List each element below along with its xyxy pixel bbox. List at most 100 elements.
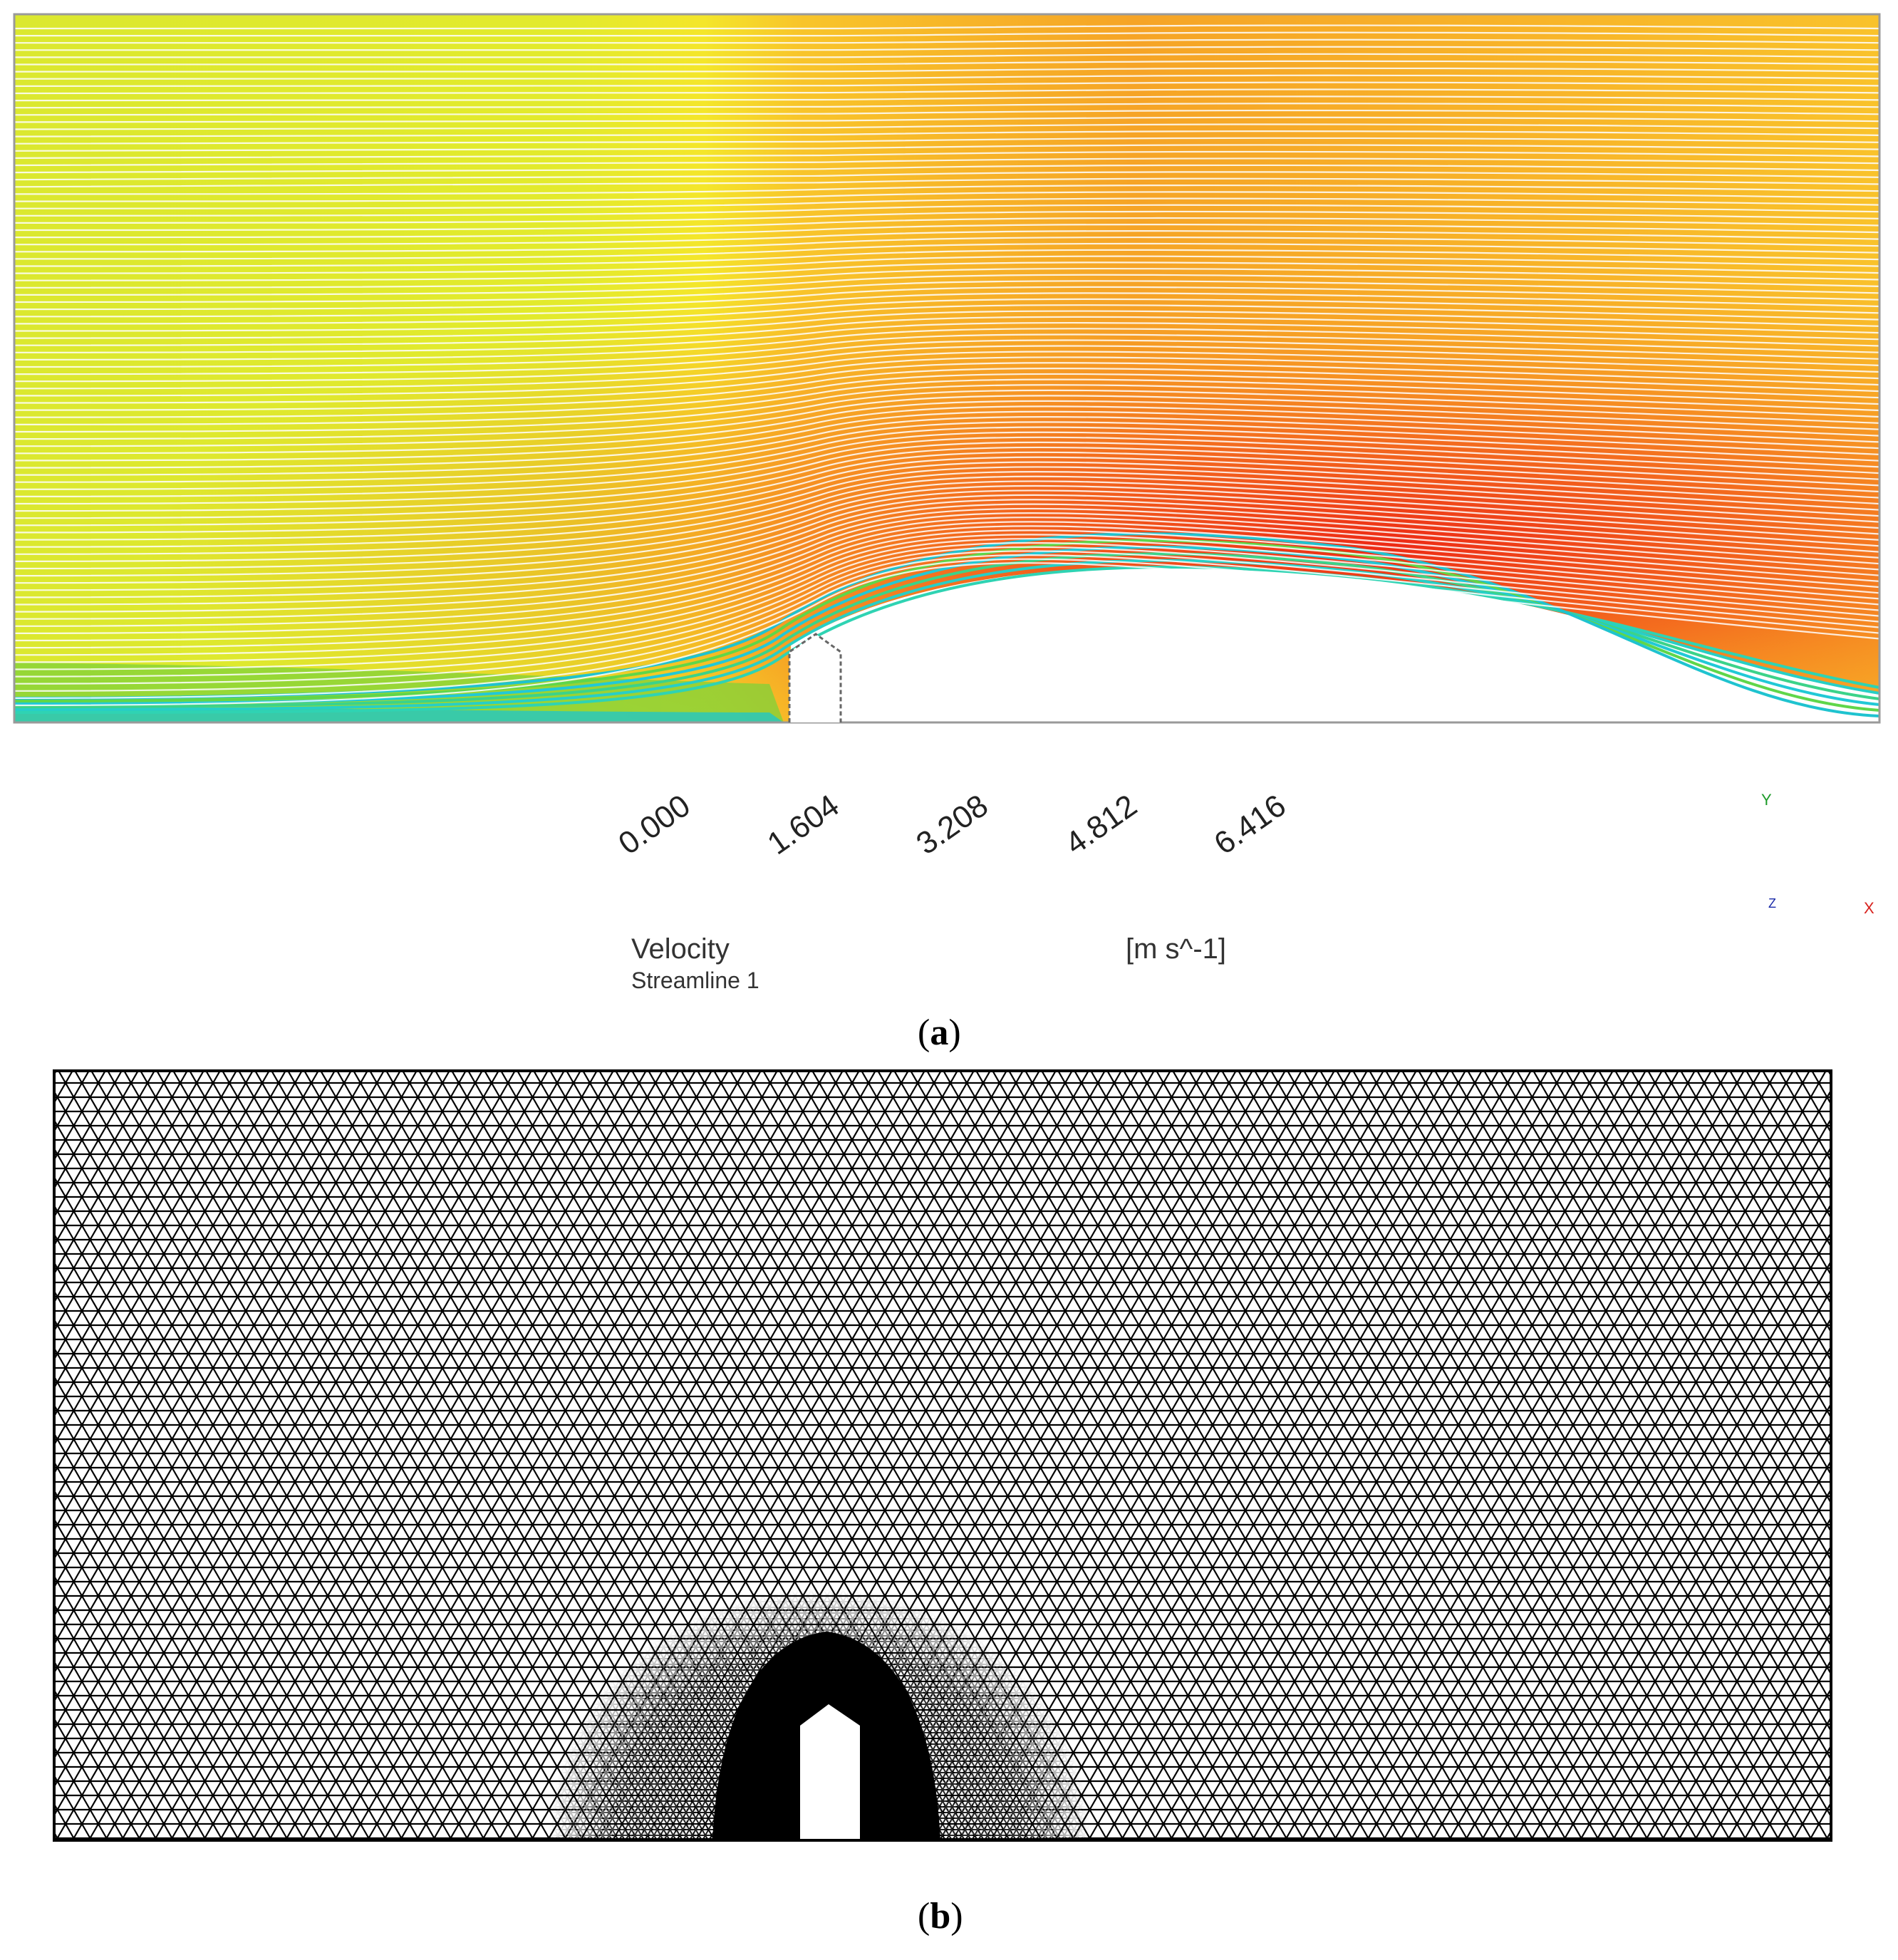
streamline (14, 130, 1879, 138)
wake-streamline (14, 559, 1879, 711)
streamline (14, 191, 1879, 202)
streamline (14, 431, 1879, 497)
mesh-border (53, 1069, 1832, 1842)
streamline (14, 562, 1879, 707)
wake-streamline (14, 532, 1879, 717)
streamline (14, 249, 1879, 267)
streamline (14, 541, 1879, 670)
streamline (14, 356, 1879, 397)
mesh-obstacle (800, 1704, 860, 1840)
flow-domain (14, 14, 1879, 722)
streamline (14, 333, 1879, 368)
streamline (14, 53, 1879, 58)
streamline (14, 494, 1879, 591)
streamline (14, 292, 1879, 318)
mesh-domain (54, 1071, 1831, 1840)
streamline (14, 298, 1879, 325)
streamline (14, 197, 1879, 209)
streamline (14, 362, 1879, 404)
streamline (14, 116, 1879, 123)
streamline (14, 230, 1879, 246)
streamline (14, 389, 1879, 440)
panel-a-letter: a (930, 1012, 949, 1053)
streamline (14, 426, 1879, 490)
streamline (14, 446, 1879, 519)
streamline (14, 95, 1879, 102)
streamline (14, 328, 1879, 361)
coarse-mesh (54, 1071, 1831, 1840)
wake-streamline (14, 552, 1879, 708)
streamline (14, 384, 1879, 433)
streamlines (14, 24, 1879, 707)
streamline (14, 321, 1879, 353)
streamline (14, 512, 1879, 620)
domain-border (13, 13, 1881, 724)
streamline (14, 210, 1879, 224)
streamline (14, 538, 1879, 663)
streamline (14, 310, 1879, 339)
streamline (14, 236, 1879, 253)
panel-a-caption: (a) (918, 1012, 961, 1053)
streamline (14, 67, 1879, 73)
streamline (14, 525, 1879, 642)
streamline (14, 529, 1879, 649)
streamline (14, 123, 1879, 130)
streamline (14, 400, 1879, 455)
streamline (14, 184, 1879, 195)
streamline (14, 261, 1879, 281)
legend-variable-label: Velocity (631, 933, 730, 965)
x-axis-label: X (1864, 899, 1874, 917)
wake-region (791, 566, 1879, 722)
streamline (14, 503, 1879, 606)
streamline (14, 255, 1879, 274)
streamline (14, 24, 1879, 30)
streamline (14, 280, 1879, 304)
streamline (14, 378, 1879, 425)
streamline (14, 368, 1879, 411)
streamline (14, 304, 1879, 332)
streamline (14, 456, 1879, 534)
legend-tick-1: 1.604 (761, 787, 846, 862)
streamline (14, 74, 1879, 80)
streamline (14, 436, 1879, 505)
streamline (14, 274, 1879, 296)
streamline (14, 517, 1879, 627)
streamline (14, 345, 1879, 383)
streamline (14, 475, 1879, 562)
streamline (14, 81, 1879, 87)
streamline (14, 395, 1879, 447)
streamline-plot (13, 13, 1881, 724)
dense-mesh-core (712, 1632, 940, 1840)
streamline (14, 521, 1879, 634)
refined-mesh (549, 1339, 1090, 1840)
legend-object-label: Streamline 1 (631, 968, 759, 993)
streamline (14, 224, 1879, 239)
streamline (14, 339, 1879, 375)
streamline (14, 461, 1879, 541)
streamline (14, 31, 1879, 37)
streamline (14, 489, 1879, 584)
streamline (14, 351, 1879, 390)
panel-b-letter: b (930, 1896, 951, 1936)
legend-tick-3: 4.812 (1059, 787, 1144, 862)
streamline (14, 466, 1879, 548)
streamline (14, 480, 1879, 570)
streamline (14, 242, 1879, 260)
streamline (14, 451, 1879, 527)
streamline (14, 546, 1879, 678)
streamline (14, 103, 1879, 109)
streamline (14, 554, 1879, 692)
legend-tick-4: 6.416 (1208, 787, 1292, 862)
panel-b-caption: (b) (918, 1896, 963, 1936)
streamline (14, 204, 1879, 217)
streamline (14, 441, 1879, 512)
streamline (14, 534, 1879, 656)
streamline (14, 88, 1879, 95)
streamline (14, 316, 1879, 346)
wake-streamline (14, 565, 1879, 714)
streamline (14, 507, 1879, 613)
y-axis-label: Y (1761, 791, 1772, 809)
streamline (14, 38, 1879, 44)
streamline (14, 471, 1879, 555)
streamline (14, 373, 1879, 418)
